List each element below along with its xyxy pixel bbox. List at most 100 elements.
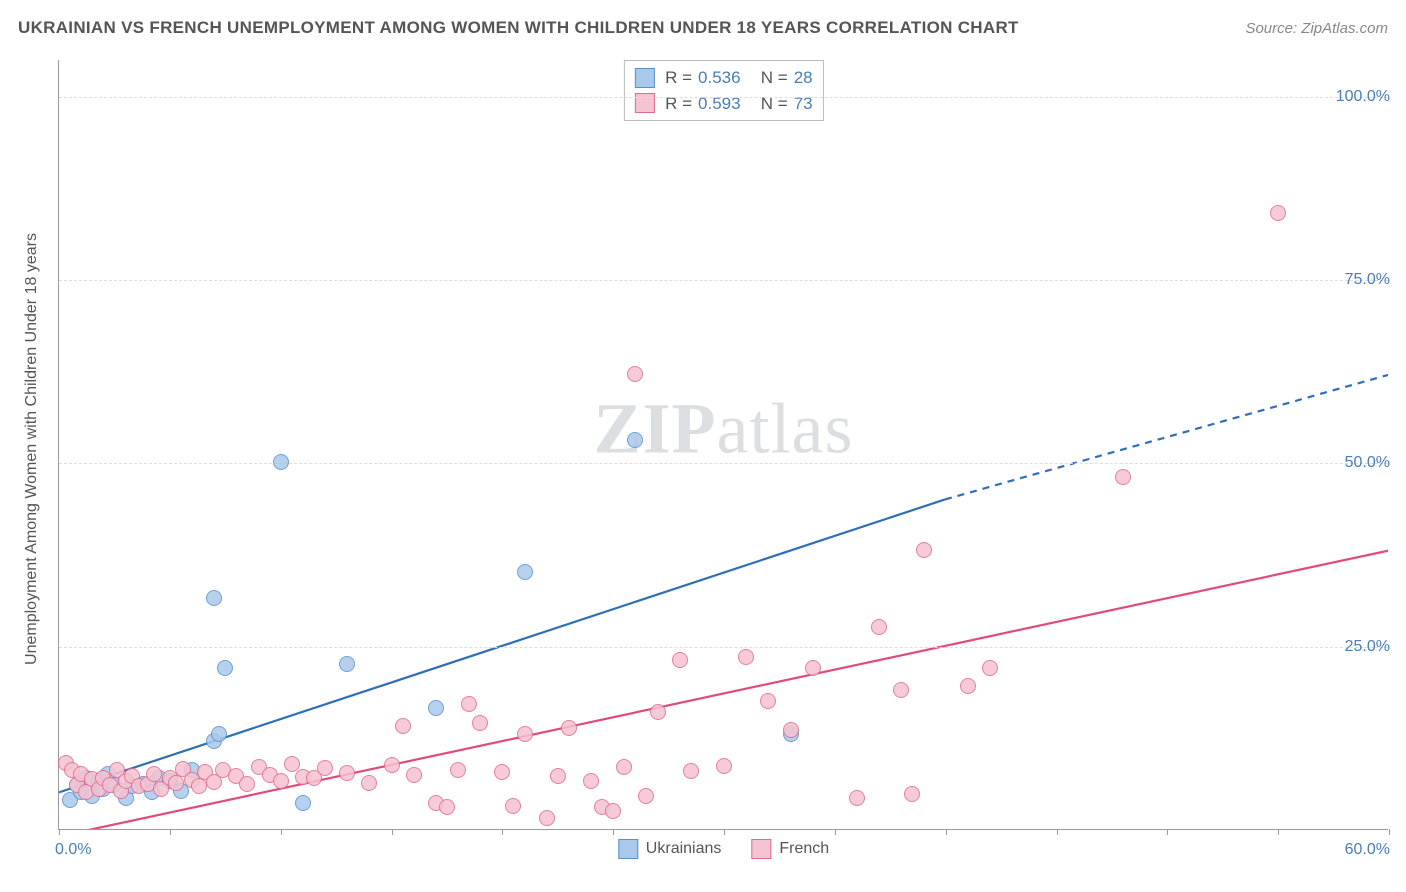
data-point: [217, 660, 233, 676]
data-point: [1270, 205, 1286, 221]
data-point: [450, 762, 466, 778]
y-tick-label: 100.0%: [1336, 88, 1390, 106]
y-tick-label: 75.0%: [1345, 271, 1390, 289]
data-point: [406, 767, 422, 783]
data-point: [211, 726, 227, 742]
legend-correlation-row: R =0.593 N =73: [634, 91, 812, 117]
data-point: [760, 693, 776, 709]
legend-series: Ukrainians French: [618, 839, 829, 859]
chart-title: UKRAINIAN VS FRENCH UNEMPLOYMENT AMONG W…: [18, 18, 1019, 38]
x-tick: [724, 829, 725, 835]
legend-correlation: R =0.536 N =28 R =0.593 N =73: [623, 60, 823, 121]
data-point: [505, 798, 521, 814]
data-point: [517, 726, 533, 742]
data-point: [361, 775, 377, 791]
legend-r-label: R =: [660, 91, 692, 117]
data-point: [616, 759, 632, 775]
y-tick-label: 50.0%: [1345, 454, 1390, 472]
data-point: [395, 718, 411, 734]
trend-lines-svg: [59, 60, 1388, 829]
data-point: [638, 788, 654, 804]
data-point: [239, 776, 255, 792]
data-point: [339, 656, 355, 672]
data-point: [206, 590, 222, 606]
data-point: [168, 775, 184, 791]
data-point: [191, 778, 207, 794]
data-point: [583, 773, 599, 789]
y-tick-label: 25.0%: [1345, 638, 1390, 656]
data-point: [982, 660, 998, 676]
data-point: [472, 715, 488, 731]
data-point: [295, 795, 311, 811]
data-point: [627, 366, 643, 382]
legend-series-label: Ukrainians: [646, 840, 722, 858]
data-point: [650, 704, 666, 720]
data-point: [146, 766, 162, 782]
data-point: [517, 564, 533, 580]
data-point: [428, 700, 444, 716]
legend-n-value: 73: [794, 91, 813, 117]
x-tick: [1389, 829, 1390, 835]
data-point: [960, 678, 976, 694]
data-point: [627, 432, 643, 448]
legend-swatch: [634, 68, 654, 88]
data-point: [904, 786, 920, 802]
x-tick: [1278, 829, 1279, 835]
data-point: [893, 682, 909, 698]
legend-swatch: [751, 839, 771, 859]
legend-series-label: French: [779, 840, 829, 858]
data-point: [273, 773, 289, 789]
data-point: [716, 758, 732, 774]
x-tick: [1057, 829, 1058, 835]
x-tick: [613, 829, 614, 835]
data-point: [339, 765, 355, 781]
data-point: [550, 768, 566, 784]
x-tick: [170, 829, 171, 835]
x-axis-label-end: 60.0%: [1345, 841, 1390, 859]
data-point: [561, 720, 577, 736]
data-point: [439, 799, 455, 815]
source-label: Source: ZipAtlas.com: [1245, 20, 1388, 37]
data-point: [494, 764, 510, 780]
x-tick: [502, 829, 503, 835]
data-point: [1115, 469, 1131, 485]
legend-r-value: 0.593: [698, 91, 741, 117]
legend-r-label: R =: [660, 65, 692, 91]
data-point: [916, 542, 932, 558]
data-point: [605, 803, 621, 819]
data-point: [273, 454, 289, 470]
title-bar: UKRAINIAN VS FRENCH UNEMPLOYMENT AMONG W…: [18, 18, 1388, 38]
x-tick: [392, 829, 393, 835]
data-point: [849, 790, 865, 806]
x-tick: [281, 829, 282, 835]
data-point: [683, 763, 699, 779]
data-point: [738, 649, 754, 665]
x-axis-label-start: 0.0%: [55, 841, 91, 859]
x-tick: [835, 829, 836, 835]
x-tick: [59, 829, 60, 835]
data-point: [461, 696, 477, 712]
x-tick: [1167, 829, 1168, 835]
watermark: ZIPatlas: [594, 388, 854, 471]
grid-line: [59, 463, 1388, 464]
data-point: [672, 652, 688, 668]
data-point: [317, 760, 333, 776]
grid-line: [59, 280, 1388, 281]
legend-r-value: 0.536: [698, 65, 741, 91]
grid-line: [59, 97, 1388, 98]
y-axis-title: Unemployment Among Women with Children U…: [23, 233, 41, 665]
data-point: [539, 810, 555, 826]
plot-area: ZIPatlas R =0.536 N =28 R =0.593 N =73 0…: [58, 60, 1388, 830]
x-tick: [946, 829, 947, 835]
legend-series-item: Ukrainians: [618, 839, 722, 859]
legend-n-label: N =: [747, 91, 788, 117]
data-point: [871, 619, 887, 635]
legend-n-value: 28: [794, 65, 813, 91]
legend-correlation-row: R =0.536 N =28: [634, 65, 812, 91]
data-point: [783, 722, 799, 738]
grid-line: [59, 647, 1388, 648]
data-point: [384, 757, 400, 773]
legend-swatch: [618, 839, 638, 859]
data-point: [805, 660, 821, 676]
legend-n-label: N =: [747, 65, 788, 91]
